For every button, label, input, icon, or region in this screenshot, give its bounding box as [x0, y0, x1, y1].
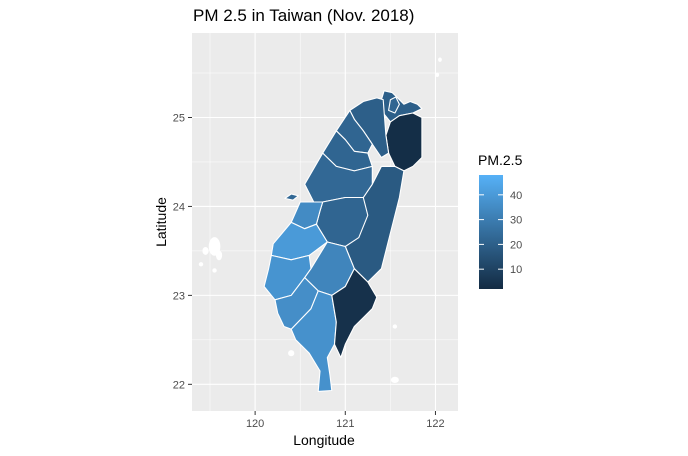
chart-title: PM 2.5 in Taiwan (Nov. 2018)	[193, 6, 414, 25]
x-tick-label: 120	[246, 418, 264, 430]
x-axis: 120 121 122	[246, 411, 445, 430]
county-region	[290, 290, 337, 392]
island-shape	[435, 72, 440, 77]
legend-colorbar	[479, 175, 503, 289]
y-tick-label: 25	[173, 112, 185, 124]
y-axis: 22 23 24 25	[173, 112, 192, 391]
island-shape	[208, 237, 221, 256]
x-tick-label: 121	[336, 418, 354, 430]
island-shape	[198, 262, 204, 267]
x-tick-label: 122	[426, 418, 444, 430]
island-shape	[438, 57, 442, 62]
legend-tick-label: 20	[510, 239, 522, 251]
legend-tick-label: 10	[510, 264, 522, 276]
county-regions	[263, 90, 423, 392]
island-shape	[215, 250, 223, 261]
county-region	[331, 268, 378, 359]
y-tick-label: 24	[173, 201, 185, 213]
legend-ticks: 10 20 30 40	[479, 190, 522, 276]
y-tick-label: 23	[173, 290, 185, 302]
island-shape	[390, 376, 399, 383]
offshore-islands	[198, 57, 442, 383]
island-shape	[202, 246, 209, 255]
legend-title: PM.2.5	[478, 152, 523, 168]
island-shape	[288, 350, 295, 357]
x-axis-title: Longitude	[293, 432, 355, 448]
legend-tick-label: 40	[510, 190, 522, 202]
county-region	[388, 96, 400, 114]
island-shape	[392, 324, 398, 329]
y-tick-label: 22	[173, 379, 185, 391]
legend-tick-label: 30	[510, 215, 522, 227]
island-shape	[212, 268, 217, 273]
legend: PM.2.5 10 20 30 40	[478, 152, 523, 289]
county-region	[284, 193, 299, 201]
y-axis-title: Latitude	[153, 197, 169, 247]
